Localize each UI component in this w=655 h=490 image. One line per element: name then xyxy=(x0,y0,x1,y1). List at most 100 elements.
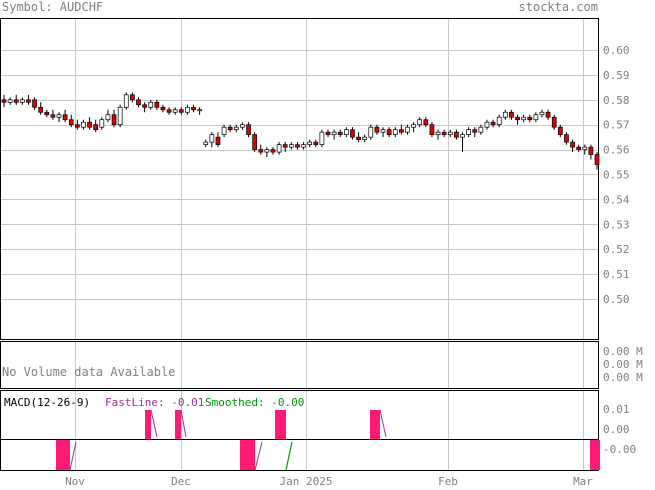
volume-message: No Volume data Available xyxy=(2,365,175,379)
candle-body xyxy=(356,136,361,140)
candle-body xyxy=(576,146,582,150)
macd-y-tick-label: 0.00 xyxy=(603,423,630,436)
candle-body xyxy=(466,129,471,136)
candle-body xyxy=(441,131,447,136)
candle-body xyxy=(264,149,270,153)
macd-legend-smoothed: Smoothed: -0.00 xyxy=(205,396,304,409)
price-y-tick-label: 0.55 xyxy=(603,169,630,182)
candle-body xyxy=(288,144,294,148)
macd-fastline-segment xyxy=(180,409,187,438)
price-y-tick-label: 0.53 xyxy=(603,218,630,231)
price-y-tick-label: 0.50 xyxy=(603,293,630,306)
candle-body xyxy=(344,129,349,136)
macd-smoothed-segment xyxy=(285,441,293,471)
candle-body xyxy=(570,141,575,148)
macd-y-tick-label: -0.00 xyxy=(603,443,636,456)
candle-body xyxy=(502,111,508,118)
candle-body xyxy=(81,121,86,128)
candle-body xyxy=(123,94,129,108)
price-y-tick-label: 0.56 xyxy=(603,144,630,157)
candle-body xyxy=(50,114,56,118)
candle-body xyxy=(447,131,453,136)
candle-body xyxy=(331,131,337,136)
candle-body xyxy=(130,94,135,101)
macd-grid xyxy=(75,391,584,470)
candle-body xyxy=(38,106,44,113)
price-y-tick-label: 0.52 xyxy=(603,243,630,256)
candle-body xyxy=(405,126,410,133)
candle-body xyxy=(32,99,37,108)
candle-body xyxy=(423,119,429,126)
price-y-tick-label: 0.57 xyxy=(603,119,630,132)
macd-lines xyxy=(69,409,387,471)
candle-body xyxy=(417,119,423,126)
candle-body xyxy=(527,116,533,121)
candle-body xyxy=(93,124,99,131)
candle-body xyxy=(521,116,526,121)
price-y-tick-label: 0.59 xyxy=(603,69,630,82)
candle-body xyxy=(490,121,496,126)
macd-fastline-segment xyxy=(69,441,77,471)
macd-legend-fastline: FastLine: -0.01 xyxy=(105,396,204,409)
volume-grid xyxy=(75,342,584,388)
candle-body xyxy=(185,106,190,113)
candle-body xyxy=(295,144,300,148)
candle-body xyxy=(337,131,343,136)
candle-body xyxy=(374,126,380,133)
price-y-tick-label: 0.51 xyxy=(603,268,630,281)
candle-body xyxy=(478,126,484,133)
candle-body xyxy=(325,131,331,136)
x-axis: Nov Dec Jan 2025 Feb Mar xyxy=(65,475,593,488)
macd-bars xyxy=(56,410,600,470)
x-tick-label: Jan 2025 xyxy=(280,475,333,486)
macd-bar-upper xyxy=(275,410,286,439)
candle-body xyxy=(313,141,319,145)
volume-y-tick-label: 0.00 M xyxy=(603,358,643,371)
candle-body xyxy=(99,119,105,128)
price-grid xyxy=(1,19,598,339)
price-y-tick-label: 0.54 xyxy=(603,193,630,206)
price-y-tick-label: 0.58 xyxy=(603,94,630,107)
price-panel: 0.60 0.59 0.58 0.57 0.56 0.55 0.54 0.53 0.52 0.51… xyxy=(0,18,630,340)
site-label[interactable]: stockta.com xyxy=(519,0,598,14)
candle-body xyxy=(594,154,600,165)
x-tick-label: Nov xyxy=(65,475,85,486)
candle-body xyxy=(203,141,209,145)
candle-body xyxy=(319,131,325,145)
macd-bar-upper xyxy=(175,410,181,439)
candle-body xyxy=(496,116,502,126)
candle-body xyxy=(117,106,123,126)
candle-body xyxy=(56,114,62,118)
candle-body xyxy=(13,99,19,103)
candle-body xyxy=(68,119,74,126)
macd-bar-upper xyxy=(370,410,380,439)
candle-body xyxy=(105,114,111,121)
symbol-label: Symbol: AUDCHF xyxy=(2,0,103,14)
candle-body xyxy=(19,99,25,103)
volume-y-tick-label: 0.00 M xyxy=(603,371,643,384)
candle-body xyxy=(178,109,184,113)
candle-body xyxy=(160,106,166,111)
candle-body xyxy=(557,126,563,136)
volume-panel-frame xyxy=(0,341,599,389)
x-tick-label: Mar xyxy=(573,475,593,486)
candle-body xyxy=(545,111,551,118)
volume-y-ticks: 0.00 M0.00 M0.00 M xyxy=(603,345,643,384)
volume-panel: No Volume data Available 0.00 M0.00 M0.0… xyxy=(0,341,643,389)
macd-bar-upper xyxy=(145,410,151,439)
candle-body xyxy=(209,134,215,143)
volume-y-tick-label: 0.00 M xyxy=(603,345,643,358)
candle-body xyxy=(142,104,147,108)
candle-body xyxy=(172,109,178,113)
candle-body xyxy=(429,124,435,136)
price-y-tick-label: 0.60 xyxy=(603,44,630,57)
candles xyxy=(1,92,600,170)
x-tick-label: Feb xyxy=(438,475,458,486)
macd-bar-lower xyxy=(56,440,70,470)
candle-body xyxy=(582,146,588,150)
macd-panel-frame xyxy=(0,390,599,471)
candle-body xyxy=(551,116,557,128)
candle-body xyxy=(197,109,202,112)
